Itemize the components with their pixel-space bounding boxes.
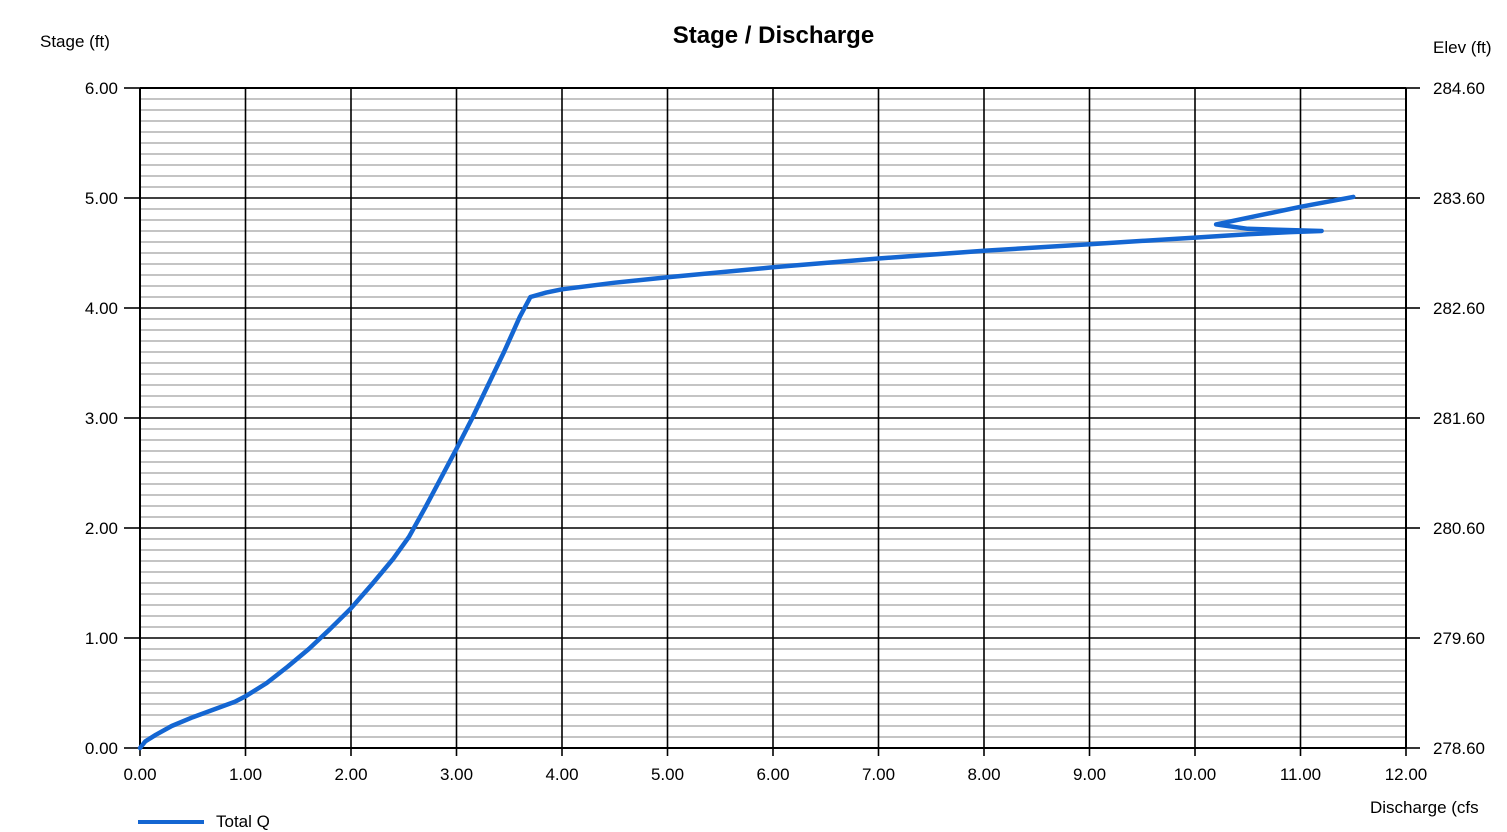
x-tick-label: 10.00 (1174, 765, 1217, 784)
x-axis-label: Discharge (cfs (1370, 798, 1479, 817)
legend-label: Total Q (216, 812, 270, 831)
x-tick-label: 8.00 (967, 765, 1000, 784)
axes (124, 87, 1420, 756)
x-tick-label: 12.00 (1385, 765, 1428, 784)
y-tick-label-left: 5.00 (85, 189, 118, 208)
x-tick-label: 5.00 (651, 765, 684, 784)
y-tick-label-right: 284.60 (1433, 79, 1485, 98)
x-tick-label: 7.00 (862, 765, 895, 784)
x-tick-label: 9.00 (1073, 765, 1106, 784)
y-tick-label-right: 282.60 (1433, 299, 1485, 318)
x-tick-label: 1.00 (229, 765, 262, 784)
y-axis-label-right: Elev (ft) (1433, 38, 1492, 57)
x-tick-label: 0.00 (123, 765, 156, 784)
x-tick-label: 11.00 (1280, 765, 1321, 784)
y-tick-label-right: 279.60 (1433, 629, 1485, 648)
y-axis-label-left: Stage (ft) (40, 32, 110, 51)
y-tick-label-left: 3.00 (85, 409, 118, 428)
y-tick-label-right: 278.60 (1433, 739, 1485, 758)
series-line-total-q (137, 194, 1356, 751)
x-tick-label: 4.00 (545, 765, 578, 784)
y-tick-label-right: 283.60 (1433, 189, 1485, 208)
y-tick-label-left: 0.00 (85, 739, 118, 758)
y-tick-label-right: 280.60 (1433, 519, 1485, 538)
y-tick-label-left: 2.00 (85, 519, 118, 538)
y-tick-label-left: 1.00 (85, 629, 118, 648)
x-tick-label: 3.00 (440, 765, 473, 784)
chart-title: Stage / Discharge (672, 22, 875, 49)
y-tick-label-left: 6.00 (85, 79, 118, 98)
x-tick-label: 2.00 (334, 765, 367, 784)
x-tick-label: 6.00 (756, 765, 789, 784)
y-tick-label-left: 4.00 (85, 299, 118, 318)
y-tick-label-right: 281.60 (1433, 409, 1485, 428)
series-layer (137, 194, 1356, 751)
tick-labels: 0.00 278.60 1.00 279.60 2.00 280.60 3.00 281.60… (85, 79, 1485, 784)
